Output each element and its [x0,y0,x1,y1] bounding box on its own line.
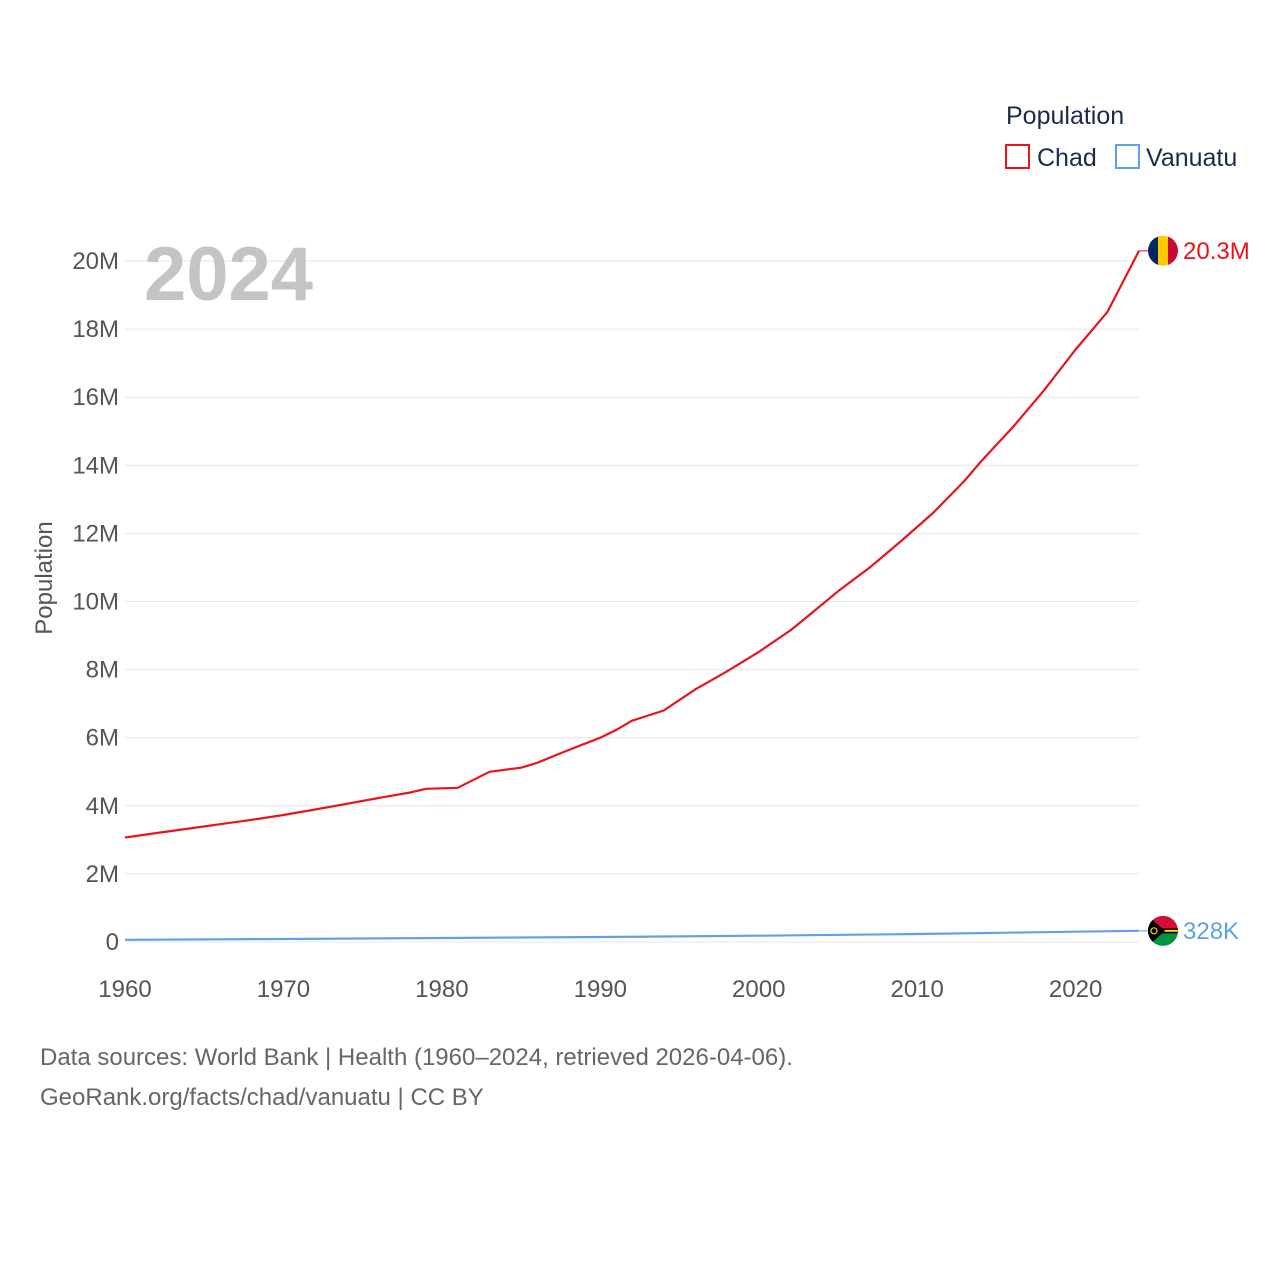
y-tick-label: 10M [72,589,119,616]
x-tick-label: 2010 [890,976,943,1003]
x-tick-label: 1960 [98,976,151,1003]
y-tick-label: 0 [106,929,119,956]
legend-label-chad: Chad [1037,144,1097,172]
flag-chad-icon [1148,235,1178,266]
y-axis-ticks: 0 2M 4M 6M 8M 10M 12M 14M 16M 18M 20M [72,248,119,956]
x-tick-label: 2020 [1049,976,1102,1003]
year-label: 2024 [144,232,313,317]
legend-item-vanuatu[interactable]: Vanuatu [1115,144,1237,172]
legend-swatch-vanuatu [1115,144,1140,169]
legend-label-vanuatu: Vanuatu [1146,144,1237,172]
end-label-vanuatu: 328K [1183,918,1239,945]
population-chart: 0 2M 4M 6M 8M 10M 12M 14M 16M 18M 20M 1960 1970 1980… [31,102,1250,1003]
series-line-chad[interactable] [124,250,1140,839]
y-tick-label: 4M [86,793,119,820]
y-tick-label: 8M [86,657,119,684]
series-group [124,250,1140,941]
x-axis-ticks: 1960 1970 1980 1990 2000 2010 2020 [98,976,1102,1003]
end-markers: 20.3M 328K [1139,235,1250,946]
flag-vanuatu-icon [1148,915,1178,946]
x-tick-label: 1970 [257,976,310,1003]
y-tick-label: 2M [86,861,119,888]
x-tick-label: 1980 [415,976,468,1003]
x-tick-label: 2000 [732,976,785,1003]
source-line-2[interactable]: GeoRank.org/facts/chad/vanuatu | CC BY [40,1084,484,1111]
y-tick-label: 14M [72,452,119,479]
legend-item-chad[interactable]: Chad [1005,144,1097,172]
legend-swatch-chad [1005,144,1030,169]
x-tick-label: 1990 [574,976,627,1003]
y-tick-label: 18M [72,316,119,343]
y-tick-label: 12M [72,520,119,547]
series-line-vanuatu[interactable] [124,929,1140,941]
y-tick-label: 6M [86,725,119,752]
y-axis-title: Population [31,521,58,634]
grid [125,260,1139,943]
y-tick-label: 20M [72,248,119,275]
end-label-chad: 20.3M [1183,238,1250,265]
y-tick-label: 16M [72,384,119,411]
legend-title: Population [1006,102,1124,130]
source-line-1: Data sources: World Bank | Health (1960–… [40,1044,793,1071]
legend: Population Chad Vanuatu [1005,102,1237,172]
